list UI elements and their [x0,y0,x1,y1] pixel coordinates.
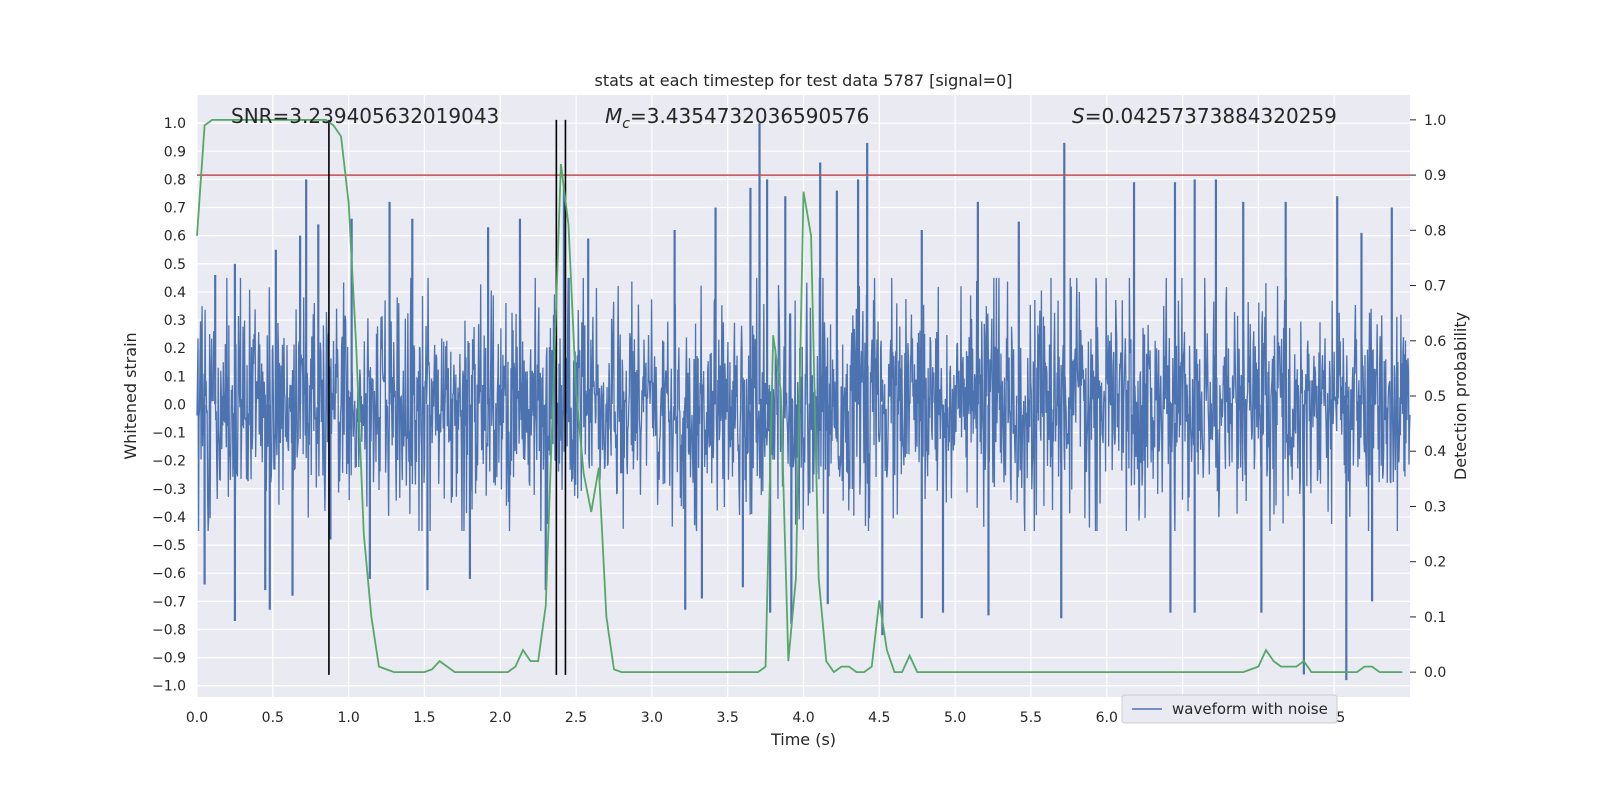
y-right-tick-label: 0.6 [1424,334,1446,350]
legend-box [1121,694,1338,724]
legend: waveform with noise [1121,694,1338,724]
x-tick-label: 3.0 [641,710,663,726]
s-symbol: S [1072,104,1085,128]
y-right-tick-label: 0.2 [1424,555,1446,571]
waveform-line [196,277,1411,532]
y-left-tick-label: −0.9 [152,651,186,667]
s-value: =0.04257373884320259 [1085,104,1337,128]
y-left-tick-label: −0.1 [152,426,186,442]
y-right-tick-label: 0.1 [1424,610,1446,626]
y-left-tick-label: 0.0 [164,397,186,413]
y-left-tick-label: 0.3 [164,313,186,329]
y-left-tick-label: 0.6 [164,229,186,245]
x-axis-label: Time (s) [770,730,836,749]
x-tick-label: 5.0 [944,710,966,726]
mc-subscript: c [622,116,630,132]
mc-value: =3.4354732036590576 [630,104,869,128]
y-right-tick-label: 0.5 [1424,389,1446,405]
plot-area: 0.00.51.01.52.02.53.03.54.04.55.05.56.06… [152,95,1446,726]
mc-annotation: Mc=3.4354732036590576 [605,104,869,132]
y-right-tick-label: 0.0 [1424,665,1446,681]
y-right-tick-label: 0.3 [1424,499,1446,515]
y-left-tick-label: −0.2 [152,454,186,470]
y-left-tick-label: −0.6 [152,566,186,582]
y-left-tick-label: 1.0 [164,116,186,132]
y-left-tick-label: 0.2 [164,341,186,357]
y-left-tick-label: 0.7 [164,201,186,217]
y-left-tick-label: −1.0 [152,679,186,695]
y-right-tick-label: 0.8 [1424,223,1446,239]
snr-annotation: SNR=3.239405632019043 [231,104,499,128]
y-right-tick-label: 0.4 [1424,444,1446,460]
y-left-tick-label: −0.8 [152,622,186,638]
detection-probability-line [196,118,1403,674]
x-tick-label: 4.0 [792,710,814,726]
y-left-tick-label: 0.1 [164,369,186,385]
chart-title: stats at each timestep for test data 578… [594,71,1012,90]
x-tick-label: 4.5 [868,710,890,726]
y-left-tick-label: −0.5 [152,538,186,554]
y-left-tick-label: 0.4 [164,285,186,301]
y-left-tick-label: −0.3 [152,482,186,498]
y-axis-label-left: Whitened strain [121,332,140,459]
x-tick-label: 3.5 [717,710,739,726]
y-right-tick-label: 1.0 [1424,113,1446,129]
y-left-tick-label: −0.7 [152,594,186,610]
y-left-tick-label: 0.9 [164,144,186,160]
x-tick-label: 0.0 [186,710,208,726]
y-right-tick-label: 0.7 [1424,279,1446,295]
y-left-tick-label: 0.8 [164,172,186,188]
y-left-tick-label: −0.4 [152,510,186,526]
y-right-tick-label: 0.9 [1424,168,1446,184]
y-axis-label-right: Detection probability [1451,312,1470,480]
x-tick-label: 2.5 [565,710,587,726]
y-left-tick-label: 0.5 [164,257,186,273]
x-tick-label: 1.5 [413,710,435,726]
x-tick-label: 5.5 [1020,710,1042,726]
mc-symbol: M [605,104,622,128]
x-tick-label: 0.5 [262,710,284,726]
legend-label: waveform with noise [1172,700,1328,718]
s-annotation: S=0.04257373884320259 [1072,104,1337,128]
x-tick-label: 1.0 [337,710,359,726]
x-tick-label: 2.0 [489,710,511,726]
x-tick-label: 6.0 [1096,710,1118,726]
